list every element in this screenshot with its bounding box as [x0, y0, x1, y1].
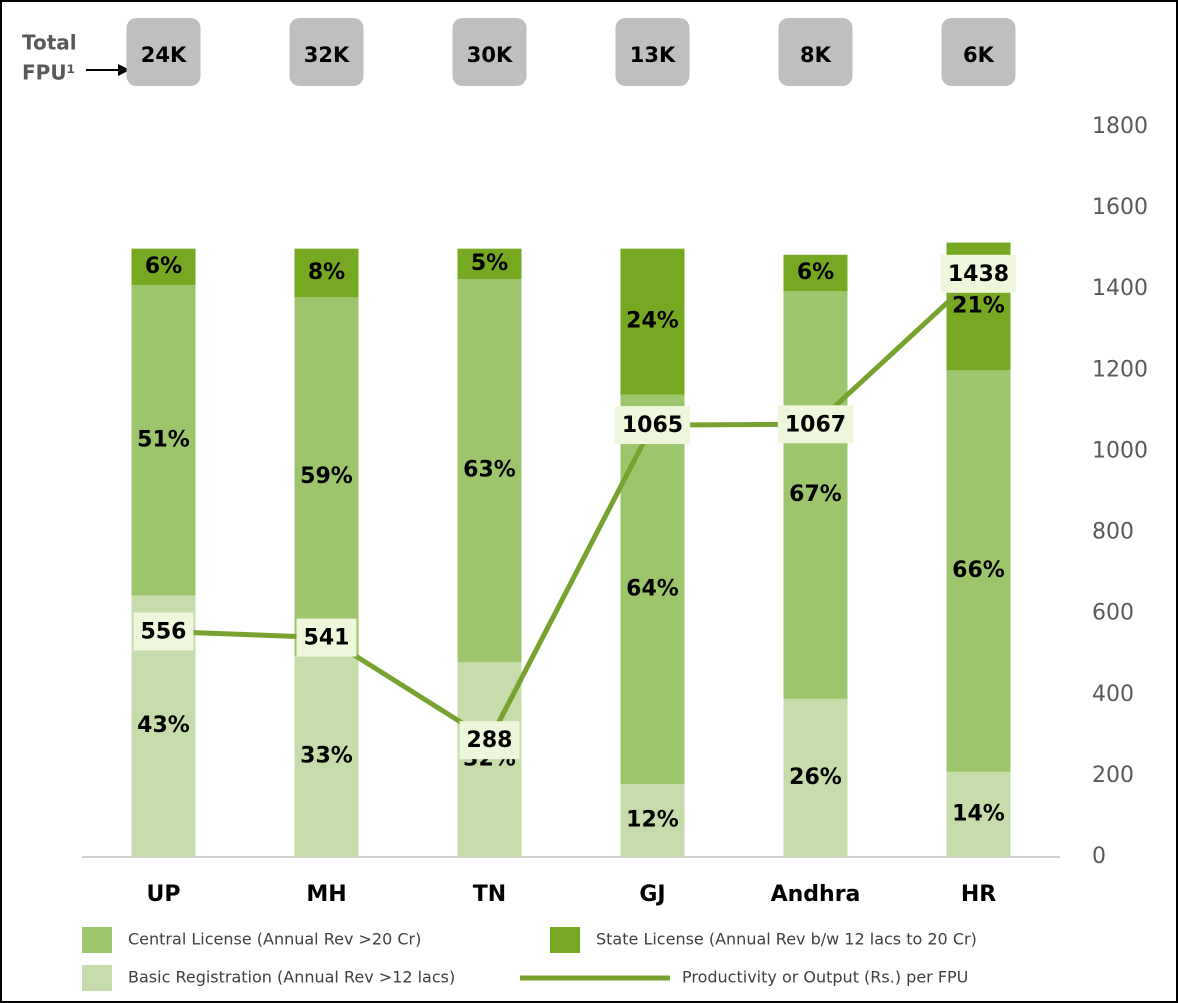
line-label-box	[777, 405, 854, 444]
legend-swatch	[550, 927, 580, 953]
fpu-box	[126, 18, 201, 86]
data-label: 14%	[952, 801, 1005, 826]
data-label: 64%	[626, 576, 679, 601]
x-tick-label: HR	[961, 882, 996, 907]
line-label-box	[133, 612, 194, 651]
line-label-box	[940, 254, 1017, 293]
line-label-box	[296, 618, 357, 657]
fpu-box	[452, 18, 527, 86]
bar-segment	[457, 248, 522, 280]
legend-label: Basic Registration (Annual Rev >12 lacs)	[128, 968, 455, 987]
y2-tick-label: 1600	[1092, 195, 1148, 220]
fpu-value: 32K	[304, 43, 350, 67]
line-label-box	[614, 406, 691, 445]
data-label: 51%	[137, 427, 190, 452]
fpu-value: 13K	[630, 43, 676, 67]
fpu-box	[941, 18, 1016, 86]
bar-segment	[620, 784, 685, 857]
data-label: 21%	[952, 293, 1005, 318]
bar-segment	[783, 291, 848, 699]
fpu-value: 6K	[963, 43, 995, 67]
fpu-box	[289, 18, 364, 86]
data-label: 66%	[952, 558, 1005, 583]
legend-label: Central License (Annual Rev >20 Cr)	[128, 930, 421, 949]
bar-segment	[946, 370, 1011, 772]
data-label: 33%	[300, 744, 353, 769]
bar-segment	[783, 698, 848, 857]
bar-segment	[620, 248, 685, 395]
line-value-label: 288	[467, 728, 513, 753]
legend-swatch	[82, 927, 112, 953]
data-label: 6%	[797, 260, 834, 285]
data-label: 6%	[145, 254, 182, 279]
data-label: 67%	[789, 482, 842, 507]
line-label-box	[459, 721, 520, 760]
data-label: 12%	[626, 808, 679, 833]
legend-label: Productivity or Output (Rs.) per FPU	[682, 968, 968, 987]
y2-tick-label: 0	[1092, 844, 1106, 869]
fpu-value: 24K	[141, 43, 187, 67]
data-label: 24%	[626, 309, 679, 334]
bar-segment	[294, 297, 359, 657]
line-value-label: 1438	[948, 262, 1009, 287]
data-label: 63%	[463, 458, 516, 483]
data-label: 26%	[789, 765, 842, 790]
bar-segment	[457, 279, 522, 663]
line-value-label: 1067	[785, 412, 846, 437]
x-tick-label: TN	[473, 882, 506, 907]
y2-tick-label: 1800	[1092, 114, 1148, 139]
bar-segment	[131, 248, 196, 286]
y2-tick-label: 1400	[1092, 276, 1148, 301]
y2-tick-label: 800	[1092, 520, 1134, 545]
y2-tick-label: 200	[1092, 763, 1134, 788]
x-tick-label: Andhra	[771, 882, 861, 907]
data-label: 43%	[137, 713, 190, 738]
line-value-label: 556	[141, 620, 187, 645]
y2-tick-label: 1000	[1092, 438, 1148, 463]
data-label: 5%	[471, 251, 508, 276]
line-value-label: 1065	[622, 413, 683, 438]
bar-segment	[620, 394, 685, 784]
y2-tick-label: 1200	[1092, 357, 1148, 382]
data-label: 8%	[308, 260, 345, 285]
fpu-value: 30K	[467, 43, 513, 67]
bar-segment	[294, 248, 359, 298]
y2-tick-label: 600	[1092, 601, 1134, 626]
data-label: 59%	[300, 464, 353, 489]
line-value-label: 541	[304, 626, 350, 651]
fpu-label: Total	[22, 31, 77, 55]
bar-segment	[294, 656, 359, 857]
fpu-box	[778, 18, 853, 86]
x-tick-label: UP	[147, 882, 181, 907]
fpu-box	[615, 18, 690, 86]
legend-label: State License (Annual Rev b/w 12 lacs to…	[596, 930, 977, 949]
bar-segment	[783, 254, 848, 292]
bar-segment	[131, 285, 196, 596]
y2-tick-label: 400	[1092, 682, 1134, 707]
fpu-value: 8K	[800, 43, 832, 67]
x-tick-label: GJ	[639, 882, 665, 907]
fpu-label: FPU¹	[22, 61, 75, 85]
fpu-arrow-head	[118, 64, 130, 76]
bar-segment	[946, 771, 1011, 857]
x-tick-label: MH	[306, 882, 346, 907]
legend-swatch	[82, 965, 112, 991]
